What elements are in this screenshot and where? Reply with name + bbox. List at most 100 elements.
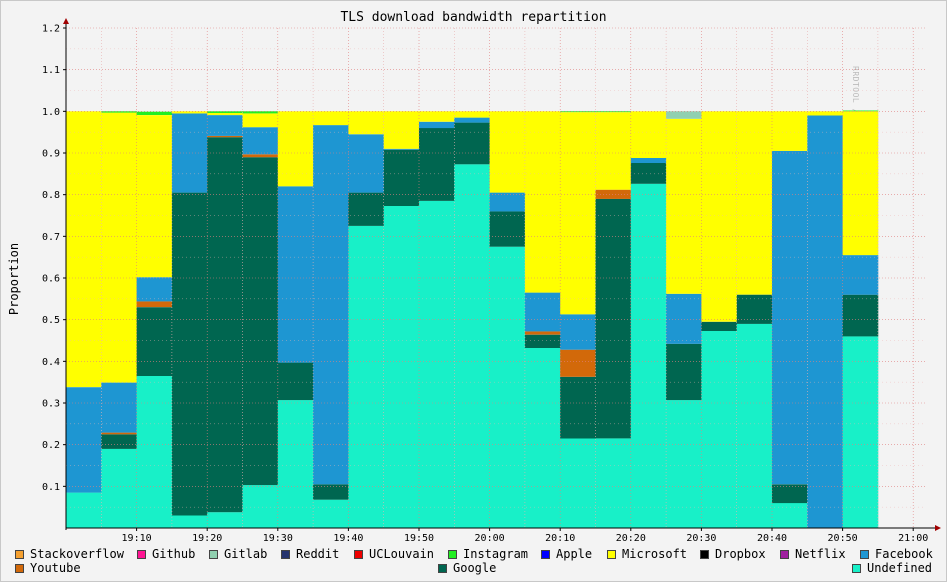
bar-segment-undefined <box>66 492 102 528</box>
bar-segment-google <box>772 484 808 504</box>
legend-label: Stackoverflow <box>30 547 124 561</box>
legend-item-reddit: Reddit <box>281 547 339 561</box>
bar-segment-youtube <box>524 331 561 335</box>
bar-segment-facebook <box>242 127 279 155</box>
y-tick-label: 0.2 <box>42 440 60 451</box>
bar-segment-instagram <box>560 111 596 113</box>
legend-label: Dropbox <box>715 547 766 561</box>
x-tick-label: 21:00 <box>898 533 928 544</box>
bar-segment-google <box>242 157 279 486</box>
bar-segment-youtube <box>101 432 137 435</box>
y-tick-label: 1.2 <box>42 24 60 35</box>
bar-segment-google <box>842 294 879 337</box>
bar-segment-google <box>207 137 243 513</box>
bar-segment-microsoft <box>595 112 632 190</box>
bar-segment-google <box>701 321 738 331</box>
legend-item-microsoft: Microsoft <box>607 547 687 561</box>
bar-segment-google <box>277 362 314 401</box>
bar-segment-youtube <box>207 135 243 138</box>
y-tick-label: 0.7 <box>42 232 60 243</box>
legend-label: Reddit <box>296 547 340 561</box>
bar-segment-google <box>136 307 173 376</box>
x-tick-label: 19:30 <box>263 533 293 544</box>
y-tick-label: 0.9 <box>42 149 60 160</box>
legend-label: Youtube <box>30 561 81 575</box>
x-tick-label: 20:00 <box>475 533 505 544</box>
bar-segment-google <box>524 334 561 348</box>
grid-layer <box>66 27 925 528</box>
legend-swatch <box>438 563 447 573</box>
legend-label: UCLouvain <box>369 547 435 561</box>
x-tick-label: 20:20 <box>616 533 646 544</box>
legend-item-gitlab: Gitlab <box>209 547 267 561</box>
bar-segment-undefined <box>101 448 137 528</box>
legend-swatch <box>541 549 550 559</box>
x-tick-label: 19:40 <box>333 533 363 544</box>
x-tick-label: 20:40 <box>757 533 787 544</box>
bar-segment-microsoft <box>454 111 490 118</box>
legend-swatch <box>780 549 789 559</box>
y-tick-label: 0.1 <box>42 482 60 493</box>
bar-segment-microsoft <box>524 111 561 293</box>
bar-segment-facebook <box>277 186 314 363</box>
legend-item-google: Google <box>438 561 496 575</box>
x-axis-arrow <box>935 525 941 531</box>
bar-segment-undefined <box>136 375 173 528</box>
y-tick-label: 0.5 <box>42 315 60 326</box>
bar-segment-google <box>101 434 137 449</box>
legend-item-facebook: Facebook <box>860 547 933 561</box>
bar-segment-youtube <box>560 349 596 377</box>
bar-segment-google <box>313 484 349 500</box>
legend-swatch <box>15 549 24 559</box>
bar-segment-google <box>383 149 420 206</box>
legend-label: Apple <box>556 547 593 561</box>
bar-segment-facebook <box>772 150 808 485</box>
bar-segment-microsoft <box>242 113 279 128</box>
bar-segment-microsoft <box>207 113 243 116</box>
bar-segment-microsoft <box>136 115 173 278</box>
bar-segment-google <box>419 128 455 201</box>
bar-segment-microsoft <box>171 111 208 114</box>
bar-segment-facebook <box>666 293 702 344</box>
legend-swatch <box>860 549 869 559</box>
bar-segment-youtube <box>595 189 632 199</box>
legend-swatch <box>700 549 709 559</box>
bar-segment-google <box>454 122 490 165</box>
bar-segment-facebook <box>101 382 137 433</box>
bar-segment-undefined <box>383 205 420 528</box>
legend-label: Facebook <box>875 547 933 561</box>
bar-segment-instagram <box>842 110 879 112</box>
legend-swatch <box>209 549 218 559</box>
bar-segment-facebook <box>313 125 349 485</box>
legend-swatch <box>15 563 24 573</box>
x-tick-label: 19:20 <box>192 533 222 544</box>
legend-item-stackoverflow: Stackoverflow <box>15 547 124 561</box>
bar-segment-google <box>560 376 596 439</box>
bar-segment-facebook <box>489 192 526 212</box>
legend-item-uclouvain: UCLouvain <box>354 547 434 561</box>
y-tick-label: 1.0 <box>42 107 60 118</box>
bar-segment-undefined <box>524 348 561 528</box>
bar-segment-facebook <box>383 148 420 150</box>
bar-segment-youtube <box>136 301 173 308</box>
bar-segment-undefined <box>207 512 243 528</box>
bar-segment-undefined <box>242 485 279 528</box>
bar-segment-instagram <box>242 111 279 114</box>
bar-segment-facebook <box>136 277 173 302</box>
legend-label: Netflix <box>795 547 846 561</box>
legend-item-youtube: Youtube <box>15 561 81 575</box>
bar-segment-undefined <box>560 438 596 528</box>
bar-segment-microsoft <box>383 111 420 149</box>
bar-segment-microsoft <box>348 111 385 135</box>
bar-segment-gitlab <box>666 111 702 119</box>
y-tick-label: 0.4 <box>42 357 60 368</box>
bar-segment-microsoft <box>489 111 526 193</box>
bar-segment-microsoft <box>736 111 773 295</box>
bar-segment-undefined <box>171 515 208 528</box>
y-tick-label: 1.1 <box>42 65 60 76</box>
x-tick-label: 19:50 <box>404 533 434 544</box>
bar-segment-microsoft <box>560 112 596 315</box>
bar-segment-undefined <box>630 183 667 529</box>
legend-swatch <box>852 563 861 573</box>
bar-segment-facebook <box>524 292 561 332</box>
